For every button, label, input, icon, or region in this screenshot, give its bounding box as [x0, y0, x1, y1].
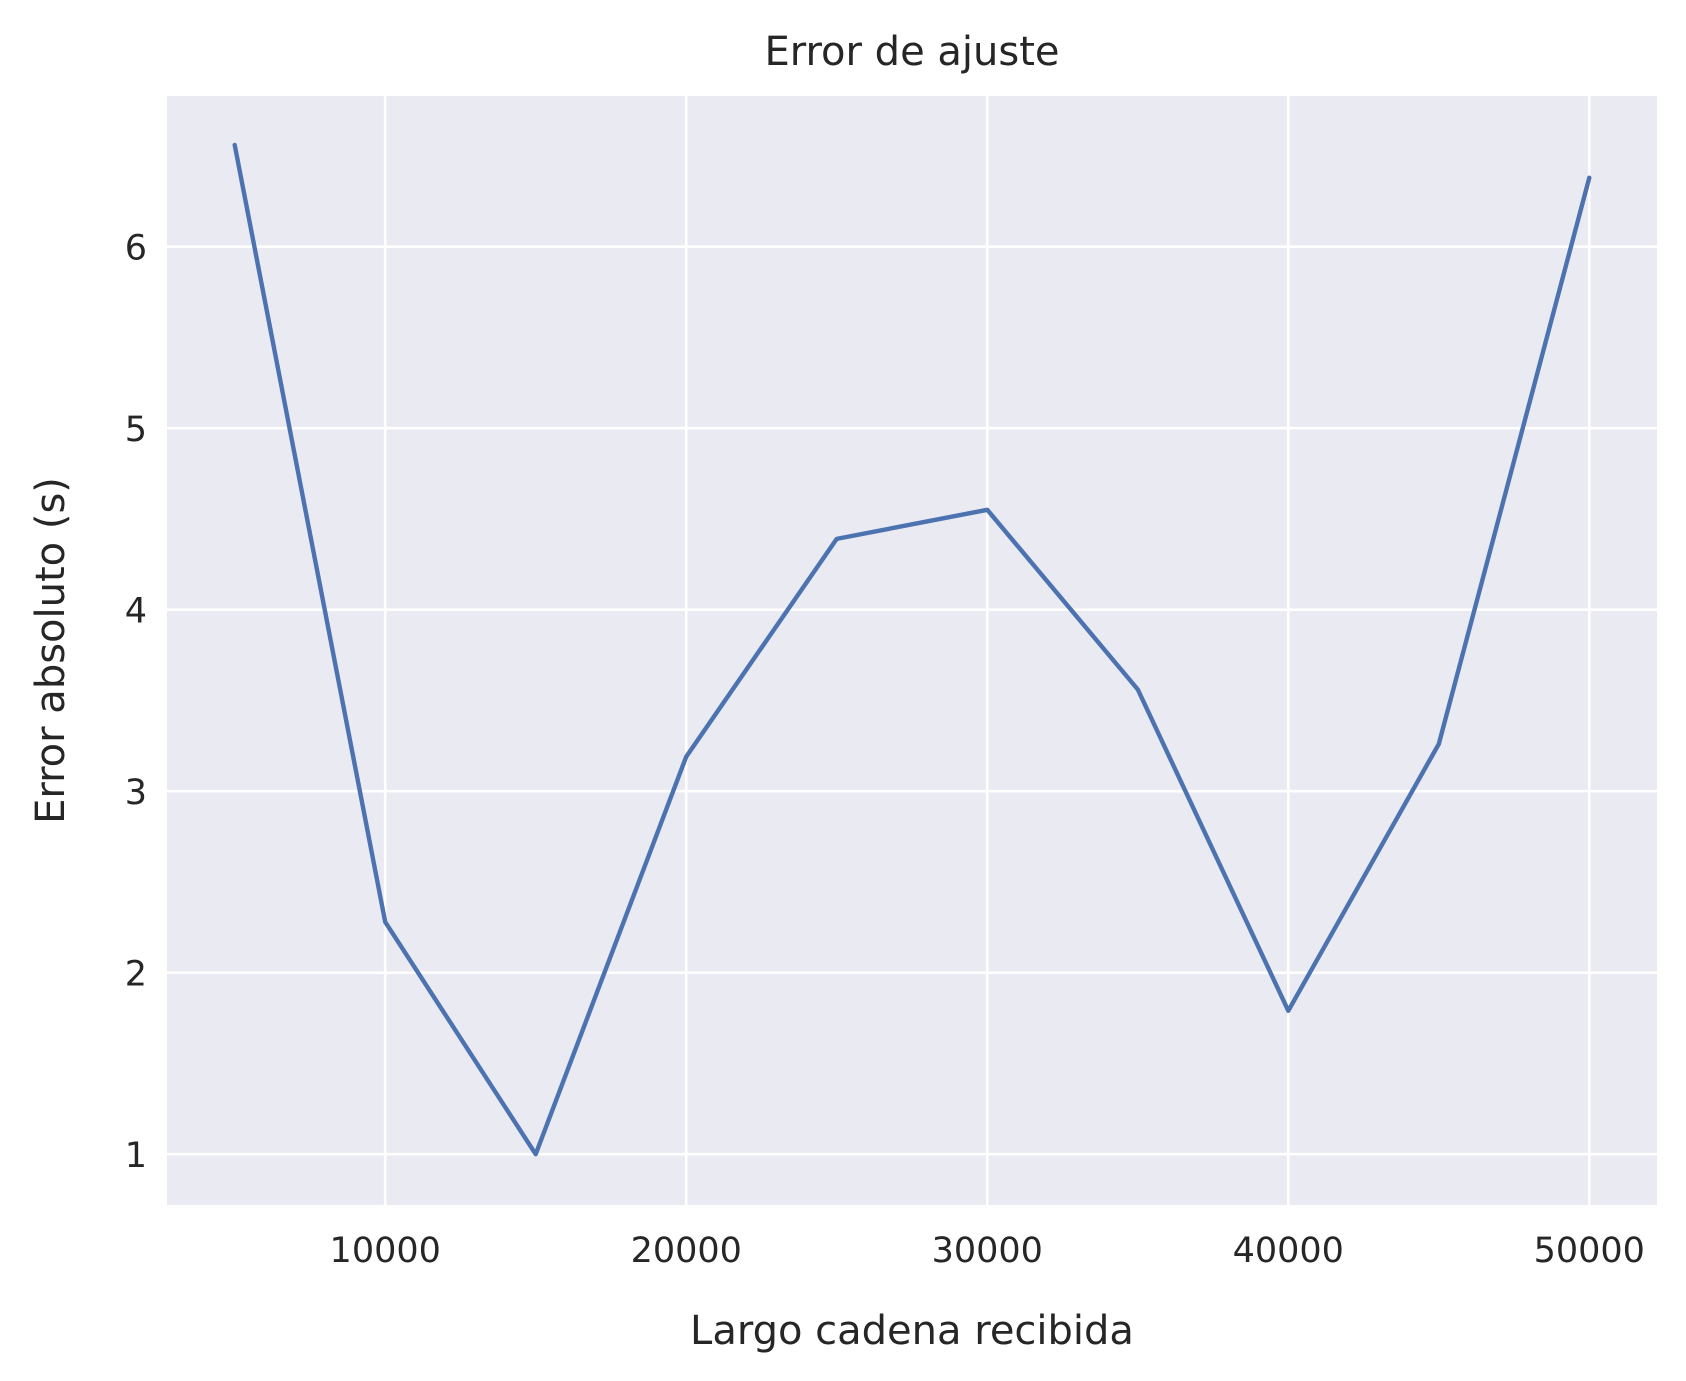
plot-area — [167, 96, 1657, 1205]
x-tick-labels: 10000 20000 30000 40000 50000 — [330, 1231, 1645, 1271]
y-tick-label: 5 — [125, 410, 147, 450]
y-tick-label: 1 — [125, 1136, 147, 1176]
x-tick-label: 10000 — [330, 1231, 441, 1271]
x-gridlines — [383, 96, 1591, 1205]
series-line — [232, 142, 1592, 1157]
x-tick-label: 50000 — [1534, 1231, 1645, 1271]
x-tick-label: 20000 — [631, 1231, 742, 1271]
y-gridlines — [167, 245, 1657, 1156]
y-tick-label: 3 — [125, 773, 147, 813]
y-tick-labels: 1 2 3 4 5 6 — [125, 229, 147, 1177]
y-axis-label: Error absoluto (s) — [28, 477, 74, 824]
chart-title: Error de ajuste — [764, 29, 1059, 75]
y-tick-label: 6 — [125, 229, 147, 269]
x-tick-label: 40000 — [1233, 1231, 1344, 1271]
y-tick-label: 4 — [125, 592, 147, 632]
y-tick-label: 2 — [125, 955, 147, 995]
x-axis-label: Largo cadena recibida — [690, 1308, 1134, 1354]
x-tick-label: 30000 — [932, 1231, 1043, 1271]
